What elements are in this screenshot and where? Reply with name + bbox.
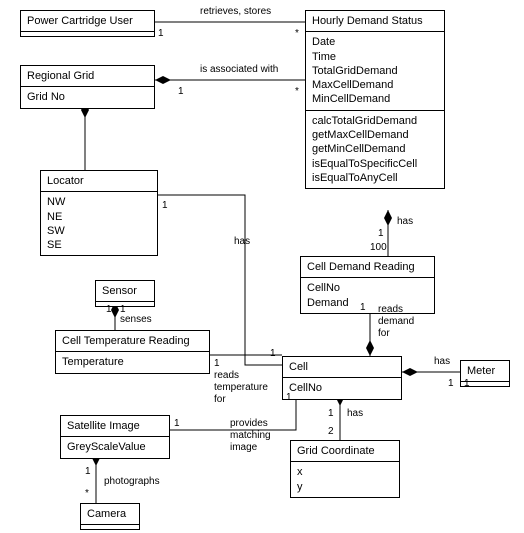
class-power-cartridge-user: Power Cartridge User (20, 10, 155, 37)
assoc-label: for (214, 394, 226, 405)
mult: 1 (360, 302, 366, 313)
class-title: Cell Temperature Reading (56, 331, 209, 352)
mult: 1 (286, 392, 292, 403)
assoc-label: matching (230, 430, 271, 441)
class-title: Cell Demand Reading (301, 257, 434, 278)
mult: 1 (464, 378, 470, 389)
mult: * (295, 86, 299, 97)
class-cell-demand-reading: Cell Demand Reading CellNo Demand (300, 256, 435, 314)
attr: Temperature (62, 356, 124, 368)
attr: x (297, 465, 393, 479)
attr: Date (312, 35, 438, 49)
assoc-label: has (397, 216, 413, 227)
class-title: Locator (41, 171, 157, 192)
class-regional-grid: Regional Grid Grid No (20, 65, 155, 109)
mult: 1 (174, 418, 180, 429)
attr: Demand (307, 296, 428, 310)
assoc-label: is associated with (200, 64, 278, 75)
assoc-label: provides (230, 418, 268, 429)
attr: GreyScaleValue (67, 441, 146, 453)
assoc-label: temperature (214, 382, 268, 393)
assoc-label: image (230, 442, 257, 453)
attr: SW (47, 224, 151, 238)
mult: 1 (448, 378, 454, 389)
op: isEqualToAnyCell (312, 171, 438, 185)
op: getMinCellDemand (312, 142, 438, 156)
mult: * (85, 488, 89, 499)
class-title: Sensor (96, 281, 154, 302)
attr: CellNo (289, 382, 322, 394)
assoc-label: reads (378, 304, 403, 315)
attr: MinCellDemand (312, 92, 438, 106)
attr: NW (47, 195, 151, 209)
attr: SE (47, 238, 151, 252)
assoc-label: retrieves, stores (200, 6, 271, 17)
assoc-label: photographs (104, 476, 160, 487)
attr: Grid No (27, 91, 65, 103)
class-title: Cell (283, 357, 401, 378)
class-title: Satellite Image (61, 416, 169, 437)
class-title: Regional Grid (21, 66, 154, 87)
mult: 1 (328, 408, 334, 419)
mult: 1 (214, 358, 220, 369)
class-hourly-demand-status: Hourly Demand Status Date Time TotalGrid… (305, 10, 445, 189)
attr: CellNo (307, 281, 428, 295)
class-title: Power Cartridge User (21, 11, 154, 32)
assoc-label: has (347, 408, 363, 419)
attr: TotalGridDemand (312, 64, 438, 78)
assoc-label: senses (120, 314, 152, 325)
class-cell-temperature-reading: Cell Temperature Reading Temperature (55, 330, 210, 374)
class-title: Hourly Demand Status (306, 11, 444, 32)
class-locator: Locator NW NE SW SE (40, 170, 158, 256)
assoc-label: has (434, 356, 450, 367)
assoc-label: demand (378, 316, 414, 327)
assoc-label: for (378, 328, 390, 339)
attr: MaxCellDemand (312, 78, 438, 92)
assoc-label: has (234, 236, 250, 247)
attr: Time (312, 50, 438, 64)
op: isEqualToSpecificCell (312, 157, 438, 171)
attr: y (297, 480, 393, 494)
mult: 100 (370, 242, 387, 253)
mult: 1 (162, 200, 168, 211)
mult: 1 (120, 304, 126, 315)
mult: 1 (85, 466, 91, 477)
op: calcTotalGridDemand (312, 114, 438, 128)
mult: 1 (106, 304, 112, 315)
mult: 1 (178, 86, 184, 97)
attr: NE (47, 210, 151, 224)
mult: 1 (158, 28, 164, 39)
class-satellite-image: Satellite Image GreyScaleValue (60, 415, 170, 459)
class-cell: Cell CellNo (282, 356, 402, 400)
op: getMaxCellDemand (312, 128, 438, 142)
class-camera: Camera (80, 503, 140, 530)
class-title: Camera (81, 504, 139, 525)
mult: 2 (328, 426, 334, 437)
mult: * (295, 28, 299, 39)
mult: 1 (378, 228, 384, 239)
class-title: Grid Coordinate (291, 441, 399, 462)
class-grid-coordinate: Grid Coordinate x y (290, 440, 400, 498)
mult: 1 (270, 348, 276, 359)
assoc-label: reads (214, 370, 239, 381)
